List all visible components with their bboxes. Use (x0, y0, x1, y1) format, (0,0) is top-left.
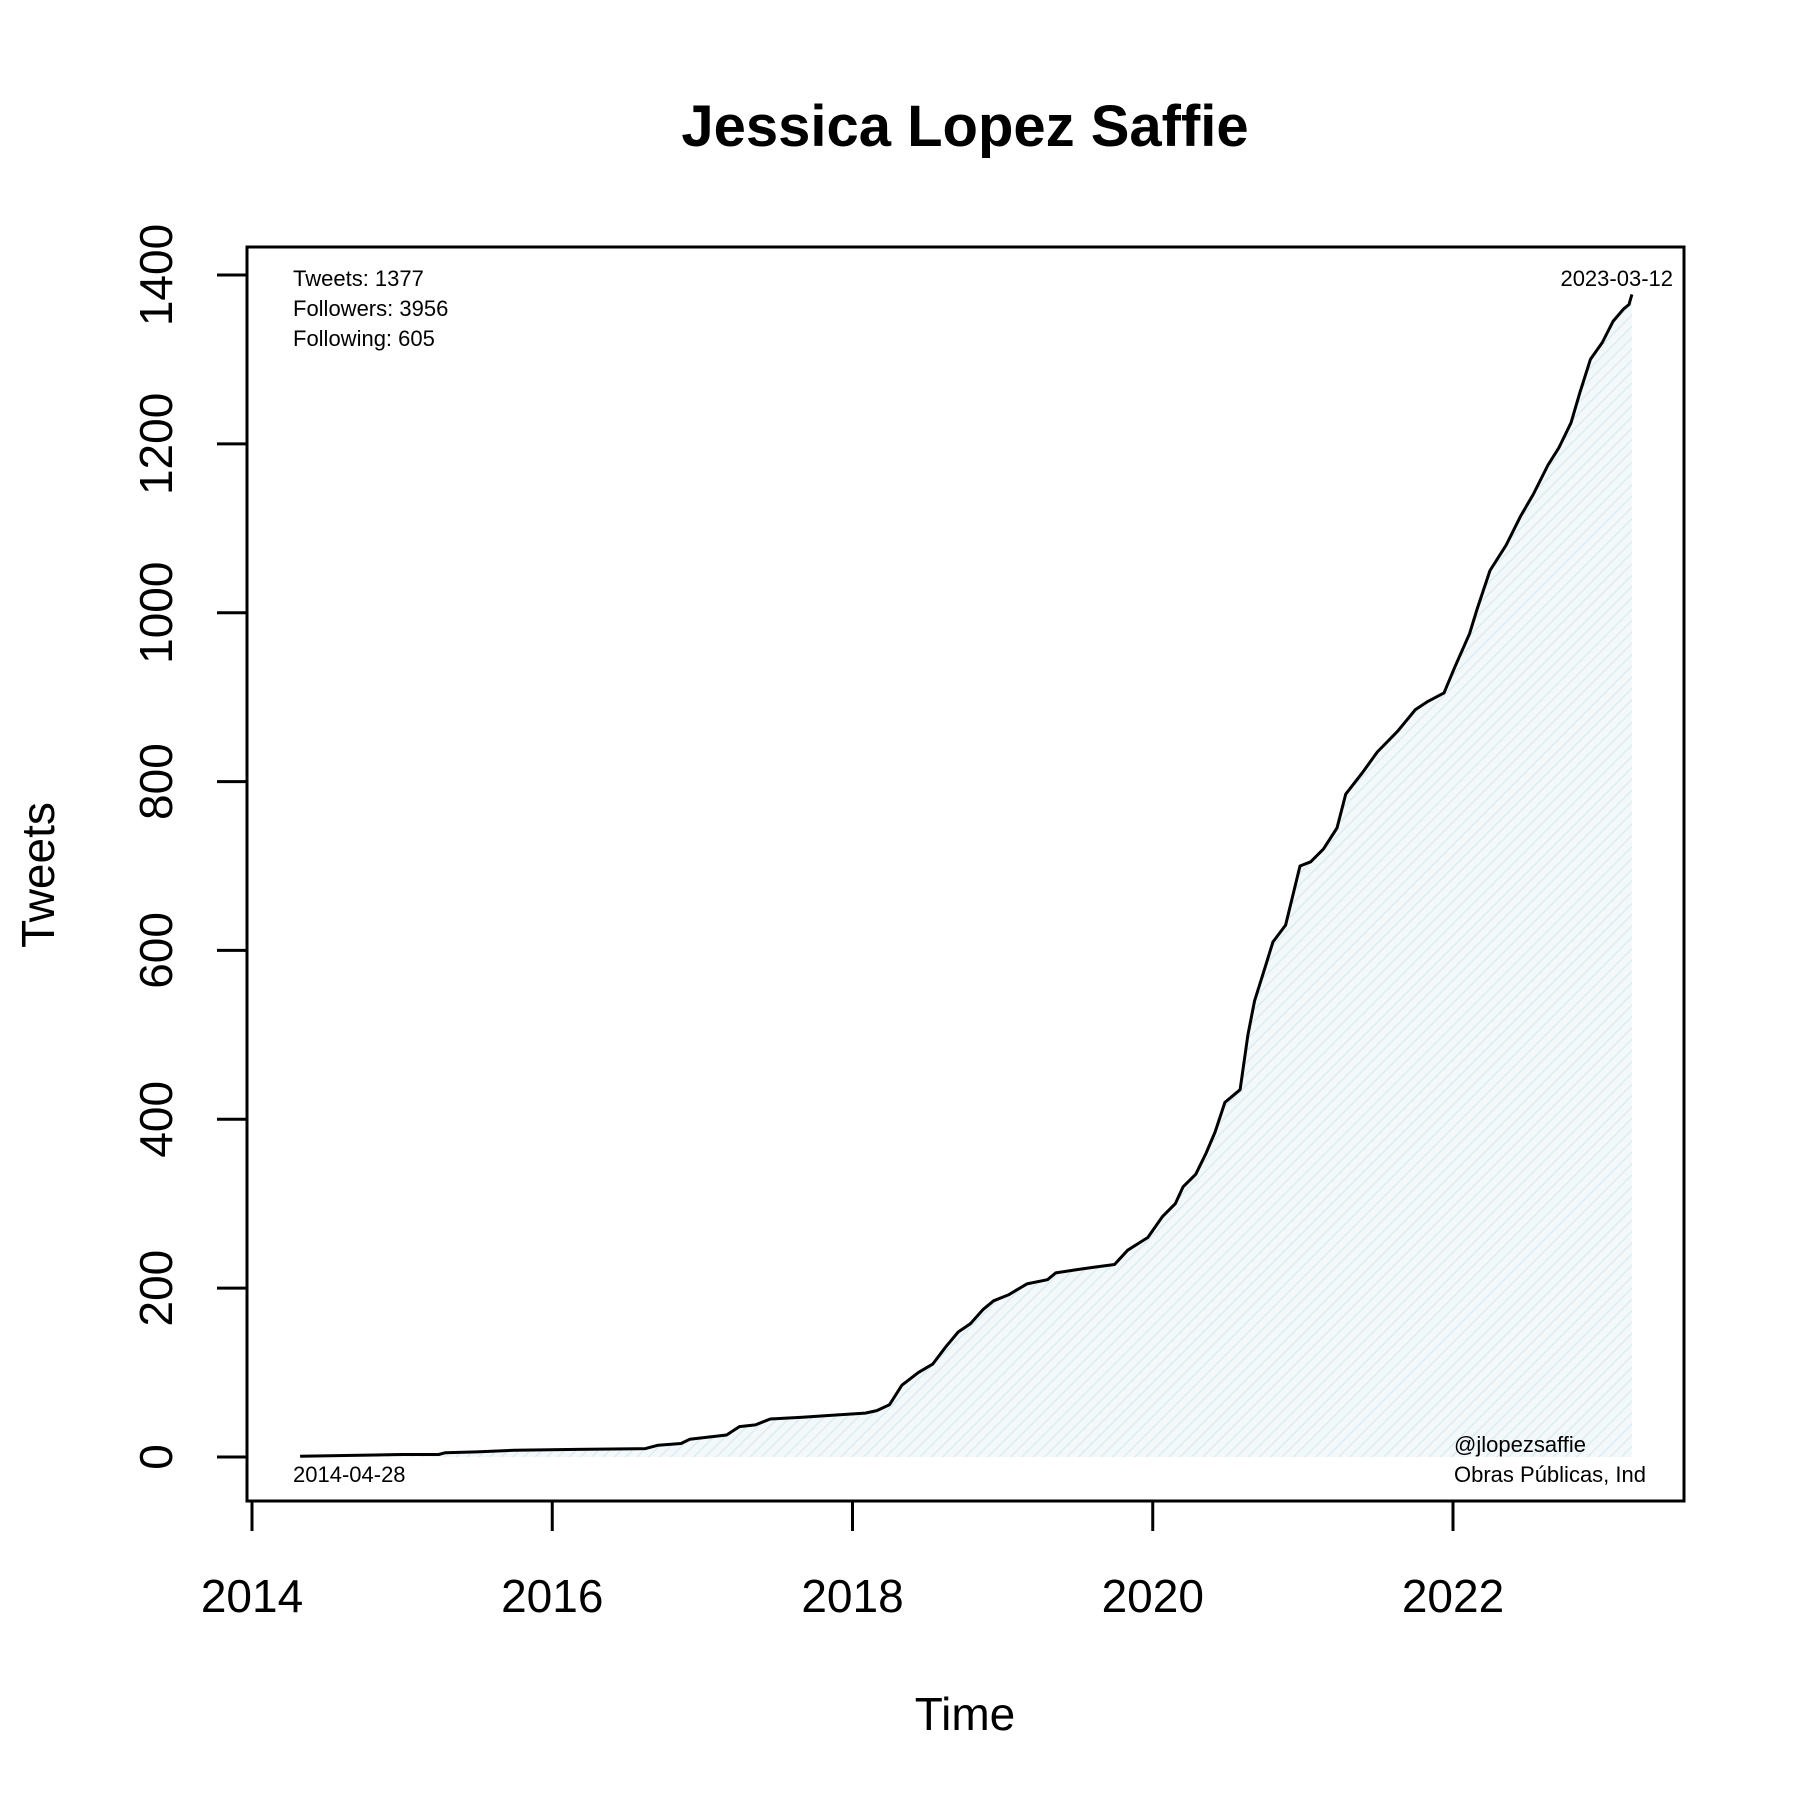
x-tick-label: 2014 (201, 1570, 303, 1622)
plot-area (300, 293, 1634, 1458)
x-axis-title: Time (915, 1688, 1016, 1740)
y-tick-label: 600 (130, 912, 182, 989)
cumulative-area-fill (300, 294, 1632, 1457)
y-tick-label: 1200 (130, 393, 182, 495)
tweets-count-label: Tweets: 1377 (293, 266, 424, 291)
y-tick-label: 1000 (130, 562, 182, 664)
end-date-label: 2023-03-12 (1560, 266, 1673, 291)
x-tick-label: 2018 (801, 1570, 903, 1622)
start-date-label: 2014-04-28 (293, 1462, 406, 1487)
y-tick-label: 200 (130, 1250, 182, 1327)
chart-title: Jessica Lopez Saffie (681, 94, 1248, 159)
account-affiliation: Obras Públicas, Ind (1454, 1462, 1646, 1487)
followers-count-label: Followers: 3956 (293, 296, 448, 321)
x-axis: 2014 2016 2018 2020 2022 (201, 1499, 1504, 1622)
cumulative-tweets-line (300, 293, 1634, 1458)
y-tick-label: 400 (130, 1081, 182, 1158)
x-tick-label: 2020 (1102, 1570, 1204, 1622)
y-tick-label: 1400 (130, 224, 182, 326)
y-axis: 0 200 400 600 800 1000 1200 1400 (130, 224, 249, 1470)
x-tick-label: 2016 (501, 1570, 603, 1622)
following-count-label: Following: 605 (293, 326, 435, 351)
x-tick-label: 2022 (1402, 1570, 1504, 1622)
account-handle: @jlopezsaffie (1454, 1432, 1586, 1457)
y-tick-label: 0 (130, 1444, 182, 1470)
y-tick-label: 800 (130, 743, 182, 820)
y-axis-title: Tweets (12, 802, 64, 948)
